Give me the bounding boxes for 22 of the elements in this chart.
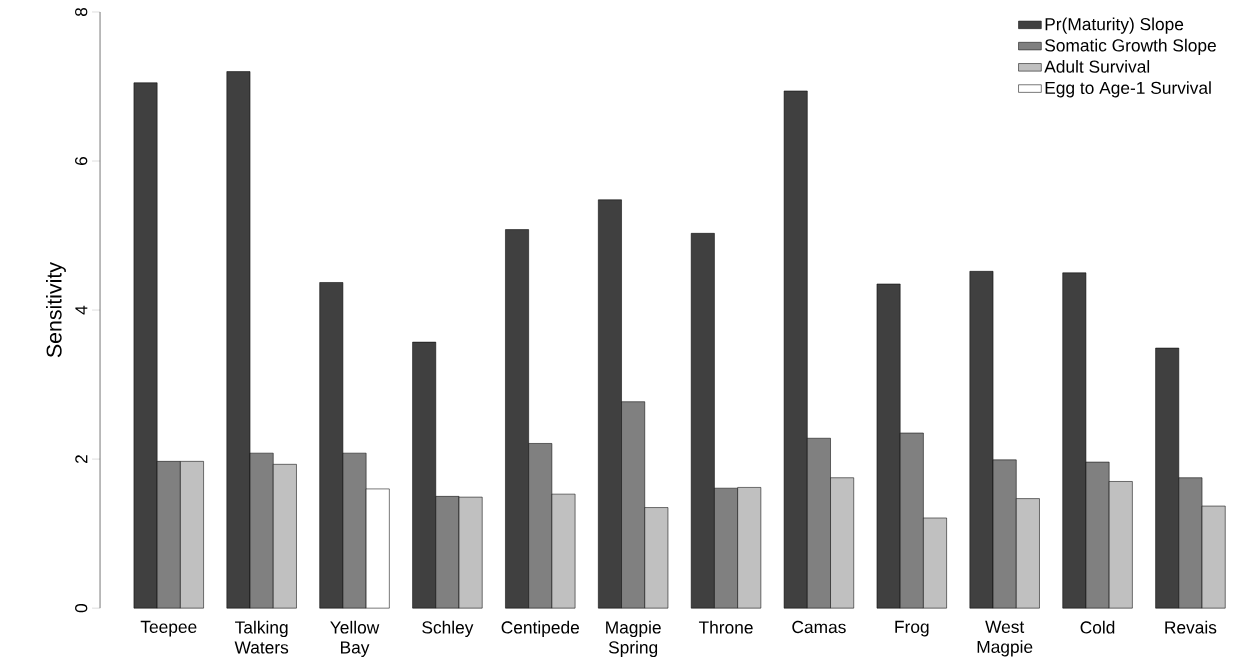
legend-label: Pr(Maturity) Slope [1045,17,1184,35]
x-tick-label: Yellow Bay [330,621,380,658]
legend-label: Somatic Growth Slope [1045,39,1216,56]
legend-label: Egg to Age-1 Survival [1045,81,1211,98]
x-tick-label: Schley [422,621,474,638]
y-axis-title: Sensitivity [46,262,66,358]
x-tick-label: Revais [1165,621,1217,634]
x-tick-label: Frog [895,621,929,637]
x-tick-label: Throne [698,621,753,634]
y-tick-label: 4 [75,306,88,315]
x-tick-label: West Magpie [977,621,1033,657]
y-tick-label: 0 [75,604,88,613]
x-tick-label: Teepee [140,621,197,637]
x-tick-label: Cold [1080,621,1115,634]
x-tick-label: Camas [792,621,846,634]
y-tick-label: 8 [75,8,88,17]
y-tick-label: 6 [75,157,88,166]
x-tick-label: Centipede [501,621,580,638]
y-tick-label: 2 [75,455,88,464]
x-tick-label: Talking Waters [234,621,289,654]
x-tick-label: Magpie Spring [606,621,661,658]
legend-label: Adult Survival [1044,60,1150,74]
